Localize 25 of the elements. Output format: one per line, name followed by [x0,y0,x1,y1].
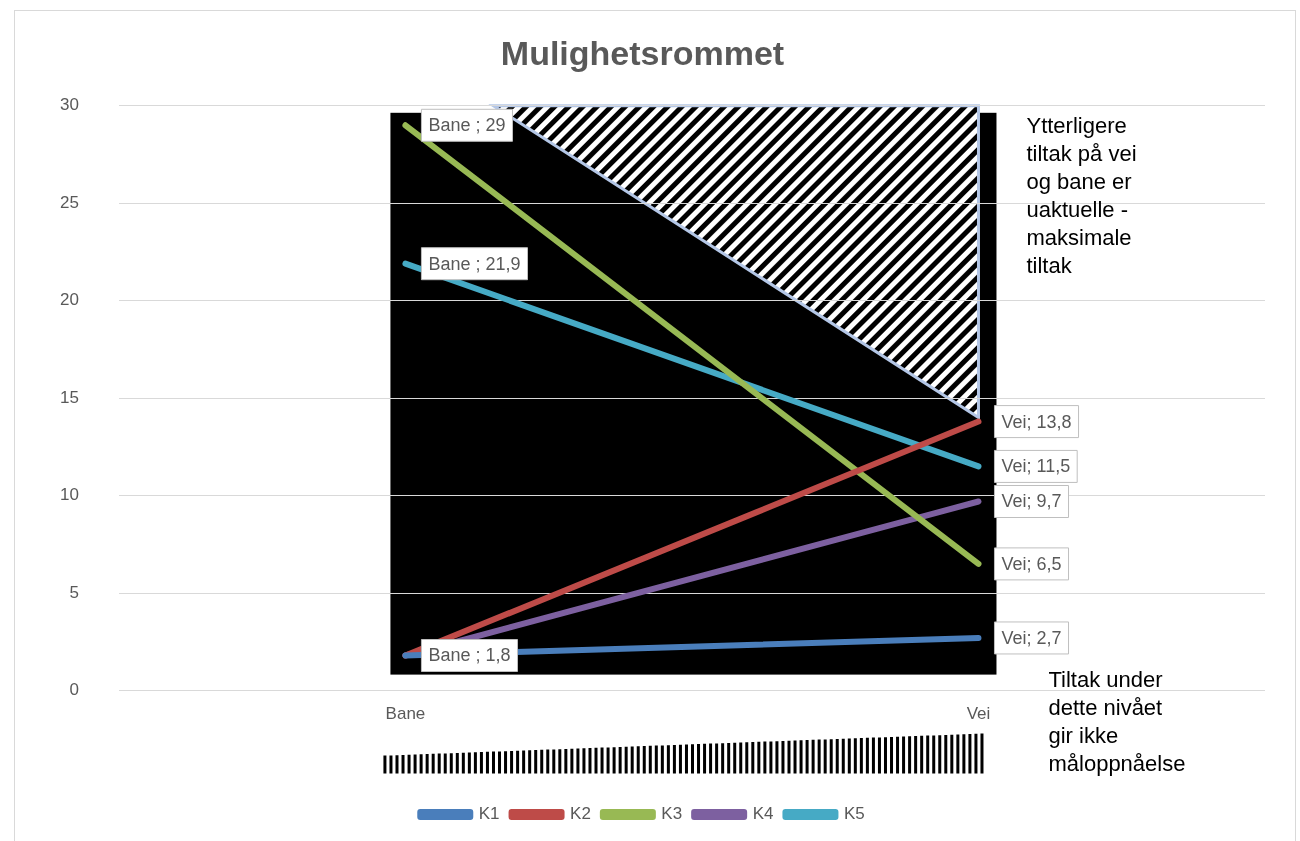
annotation: Ytterligere tiltak på vei og bane er uaktuelle - maksimale tiltak [1026,111,1138,280]
data-label: Vei; 2,7 [1001,627,1062,648]
data-label: Bane ; 1,8 [428,645,511,666]
y-tick-label: 30 [59,95,79,115]
data-label: Bane ; 21,9 [428,253,521,274]
y-tick-label: 10 [59,485,79,505]
x-tick-label: Bane [385,704,426,724]
y-tick-label: 15 [59,387,79,407]
y-tick-label: 0 [69,680,79,700]
chart-title: Mulighetsrommet [500,33,785,72]
data-label: Vei; 9,7 [1001,491,1062,512]
x-tick-label: Vei [966,704,991,724]
data-label: Vei; 6,5 [1001,553,1062,574]
y-tick-label: 20 [59,290,79,310]
legend-label: K4 [752,804,774,824]
legend-label: K2 [570,804,591,824]
data-label: Vei; 13,8 [1001,411,1072,432]
legend-label: K1 [478,804,500,824]
data-label: Vei; 11,5 [1001,456,1071,477]
legend-label: K5 [843,804,865,824]
y-tick-label: 5 [69,582,79,602]
annotation: Tiltak under dette nivået gir ikke måloppnåelse [1048,665,1186,778]
legend-label: K3 [661,804,683,824]
y-tick-label: 25 [59,192,79,212]
data-label: Bane ; 29 [428,115,506,136]
